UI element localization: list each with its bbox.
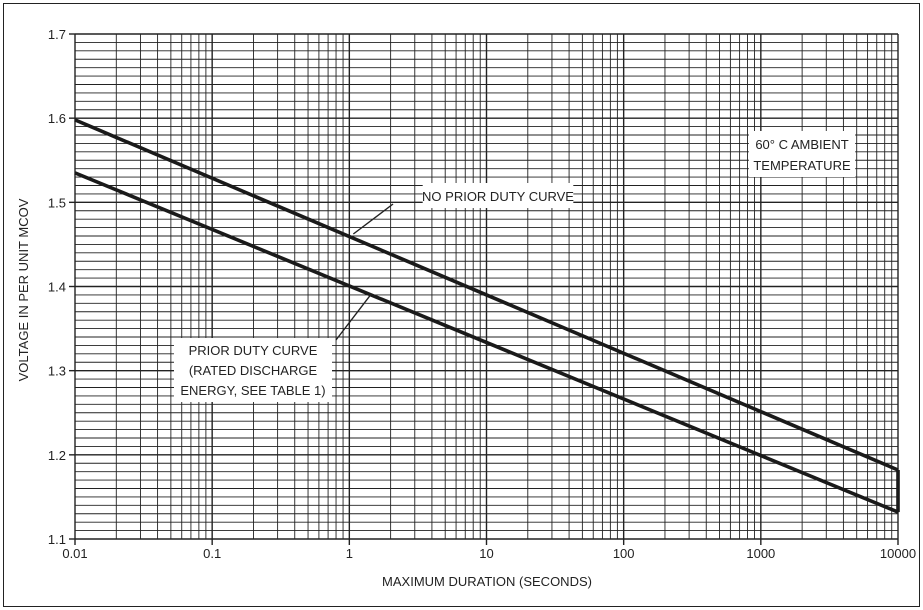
x-tick-label: 0.01 — [62, 546, 87, 561]
ambient-annotation-text: TEMPERATURE — [753, 158, 851, 173]
prior-annotation-text: (RATED DISCHARGE — [189, 363, 318, 378]
y-tick-label: 1.1 — [48, 532, 66, 547]
series-line — [74, 118, 899, 472]
prior-leader-line — [335, 293, 373, 341]
x-tick-label: 10 — [479, 546, 493, 561]
ambient-annotation-text: 60° C AMBIENT — [755, 137, 848, 152]
no-prior-leader-line — [352, 203, 394, 235]
no-prior-annotation-text: NO PRIOR DUTY CURVE — [422, 189, 574, 204]
y-axis-label: VOLTAGE IN PER UNIT MCOV — [16, 198, 31, 381]
y-tick-label: 1.6 — [48, 111, 66, 126]
y-tick-label: 1.2 — [48, 448, 66, 463]
chart-frame — [3, 3, 920, 607]
ambient-annotation-background — [748, 131, 856, 177]
series-line — [74, 171, 899, 514]
prior-annotation-text: ENERGY, SEE TABLE 1) — [180, 383, 325, 398]
y-tick-label: 1.7 — [48, 27, 66, 42]
prior-annotation-background — [174, 338, 332, 402]
y-tick-label: 1.3 — [48, 364, 66, 379]
prior-annotation-text: PRIOR DUTY CURVE — [189, 343, 318, 358]
x-tick-label: 0.1 — [203, 546, 221, 561]
x-tick-label: 1 — [346, 546, 353, 561]
x-tick-label: 1000 — [746, 546, 775, 561]
no-prior-annotation-background — [422, 183, 574, 208]
x-axis-label: MAXIMUM DURATION (SECONDS) — [382, 574, 592, 589]
y-tick-label: 1.5 — [48, 195, 66, 210]
y-tick-label: 1.4 — [48, 280, 66, 295]
x-tick-label: 10000 — [880, 546, 916, 561]
x-tick-label: 100 — [613, 546, 635, 561]
